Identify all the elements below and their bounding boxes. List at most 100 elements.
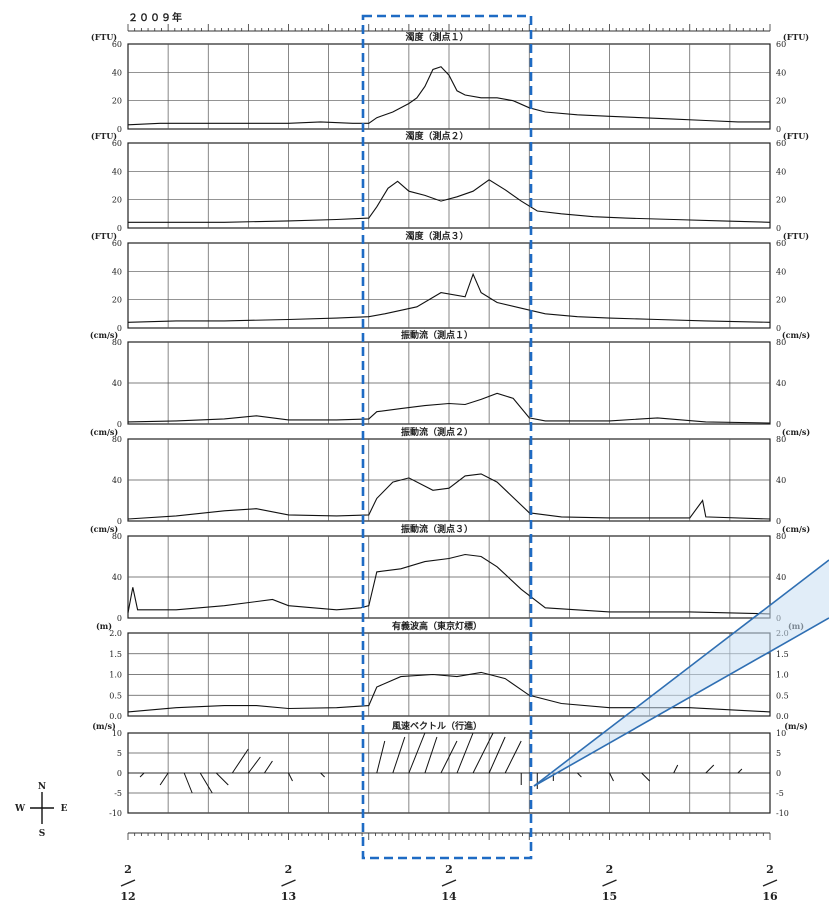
wind-vector <box>392 736 406 774</box>
panel-title: 振動流（測点３） <box>401 523 473 535</box>
y-unit-right: (FTU) <box>783 131 809 141</box>
y-tick-label-left: 5 <box>117 749 122 758</box>
y-tick-label-left: -5 <box>114 789 122 798</box>
y-tick-label-left: -10 <box>109 809 122 818</box>
y-tick-label-right: 40 <box>776 379 786 388</box>
y-tick-label-right: 0 <box>776 420 781 429</box>
highlight-box <box>361 14 533 860</box>
wind-vector <box>199 772 213 794</box>
y-unit-right: (cm/s) <box>782 427 811 437</box>
wind-vector <box>264 760 273 774</box>
y-tick-label-left: 1.5 <box>109 650 122 659</box>
y-tick-label-right: 60 <box>776 139 786 148</box>
wind-vector <box>673 764 679 774</box>
y-tick-label-left: 60 <box>112 40 122 49</box>
y-tick-label-left: 80 <box>112 435 122 444</box>
date-slash <box>602 879 617 887</box>
series-line <box>128 179 771 223</box>
wind-vector <box>183 772 193 794</box>
y-tick-label-left: 2.0 <box>109 629 122 638</box>
y-tick-label-left: 40 <box>112 68 122 77</box>
y-tick-label-left: 1.0 <box>109 671 122 680</box>
wind-vector <box>376 740 386 774</box>
wind-vector <box>472 732 494 774</box>
y-tick-label-left: 0.5 <box>109 691 122 700</box>
wind-vector <box>159 772 169 786</box>
y-tick-label-right: 0 <box>776 324 781 333</box>
y-unit-left: (m) <box>96 621 112 631</box>
wind-vector <box>215 772 229 786</box>
wind-vector <box>504 740 522 774</box>
y-tick-label-left: 80 <box>112 532 122 541</box>
series-line <box>127 553 771 615</box>
y-tick-label-right: 80 <box>776 532 786 541</box>
y-tick-label-right: 0.0 <box>776 712 789 721</box>
y-tick-label-right: -10 <box>776 809 789 818</box>
panel-title: 風速ベクトル（行進） <box>392 720 482 732</box>
series-line <box>127 392 771 424</box>
date-month: 2 <box>445 863 453 876</box>
y-unit-right: (cm/s) <box>782 330 811 340</box>
y-tick-label-right: 80 <box>776 338 786 347</box>
panel-title: 振動流（測点２） <box>401 426 473 438</box>
y-tick-label-right: 40 <box>776 476 786 485</box>
date-month: 2 <box>124 863 132 876</box>
wind-vector <box>456 732 474 774</box>
date-day: 16 <box>762 890 778 903</box>
y-tick-label-right: 60 <box>776 40 786 49</box>
y-tick-label-right: 60 <box>776 239 786 248</box>
y-tick-label-left: 0 <box>117 614 122 623</box>
y-unit-left: (FTU) <box>91 131 117 141</box>
y-tick-label-left: 0 <box>117 224 122 233</box>
y-tick-label-right: 80 <box>776 435 786 444</box>
y-unit-right: (FTU) <box>783 231 809 241</box>
y-tick-label-right: 0.5 <box>776 691 789 700</box>
date-day: 13 <box>281 890 296 903</box>
y-tick-label-right: 10 <box>776 729 786 738</box>
y-tick-label-left: 40 <box>112 476 122 485</box>
wind-vector <box>139 772 145 778</box>
y-tick-label-right: 40 <box>776 267 786 276</box>
y-tick-label-left: 0 <box>117 420 122 429</box>
y-tick-label-left: 40 <box>112 573 122 582</box>
y-tick-label-right: 0 <box>776 224 781 233</box>
wind-vector <box>320 772 325 778</box>
date-day: 12 <box>120 890 135 903</box>
y-tick-label-right: 40 <box>776 573 786 582</box>
y-tick-label-left: 0 <box>117 769 122 778</box>
wind-vector <box>488 736 506 774</box>
wind-vector <box>231 748 249 774</box>
panel-title: 有義波高（東京灯標） <box>392 620 482 632</box>
date-slash <box>281 879 296 887</box>
chart-series: N S W E <box>14 66 771 839</box>
panel-title: 濁度（測点３） <box>405 230 468 242</box>
callout-edge-lower <box>533 617 829 787</box>
compass-n: N <box>38 782 46 792</box>
y-tick-label-left: 20 <box>112 296 122 305</box>
series-line <box>127 473 771 520</box>
date-slash <box>441 879 457 887</box>
y-tick-label-left: 40 <box>112 167 122 176</box>
date-month: 2 <box>606 863 614 876</box>
y-tick-label-left: 0 <box>117 324 122 333</box>
y-tick-label-left: 60 <box>112 239 122 248</box>
series-line <box>127 66 770 126</box>
wind-vector <box>705 764 715 774</box>
y-tick-label-right: 0 <box>776 125 781 134</box>
y-tick-label-right: 5 <box>776 749 781 758</box>
series-line <box>127 671 771 713</box>
year-label: ２００９年 <box>128 11 183 24</box>
compass-w: W <box>14 804 26 814</box>
y-tick-label-left: 60 <box>112 139 122 148</box>
y-tick-label-right: 1.0 <box>776 671 789 680</box>
wind-vector <box>440 740 458 774</box>
date-day: 15 <box>602 890 617 903</box>
panel-title: 振動流（測点１） <box>401 329 473 341</box>
y-tick-label-right: 20 <box>776 296 786 305</box>
y-tick-label-right: 1.5 <box>776 650 789 659</box>
y-tick-label-left: 10 <box>112 729 122 738</box>
panel-title: 濁度（測点１） <box>405 31 468 43</box>
panel-title: 濁度（測点２） <box>405 130 468 142</box>
compass-s: S <box>39 829 46 839</box>
